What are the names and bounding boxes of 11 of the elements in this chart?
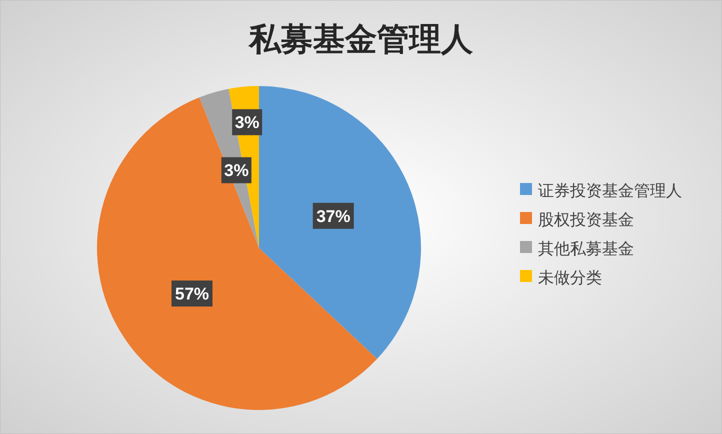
data-label: 3%: [234, 113, 260, 132]
data-label: 3%: [224, 161, 249, 180]
legend-label: 其他私募基金: [538, 239, 634, 258]
legend-label: 股权投资基金: [538, 210, 634, 229]
legend-label: 未做分类: [538, 268, 602, 287]
chart-title: 私募基金管理人: [248, 20, 474, 58]
data-label: 37%: [316, 206, 350, 226]
pie-slice: [259, 86, 421, 359]
pie-slice: [97, 97, 378, 410]
legend-label: 证券投资基金管理人: [538, 181, 682, 200]
data-label: 57%: [174, 284, 210, 304]
